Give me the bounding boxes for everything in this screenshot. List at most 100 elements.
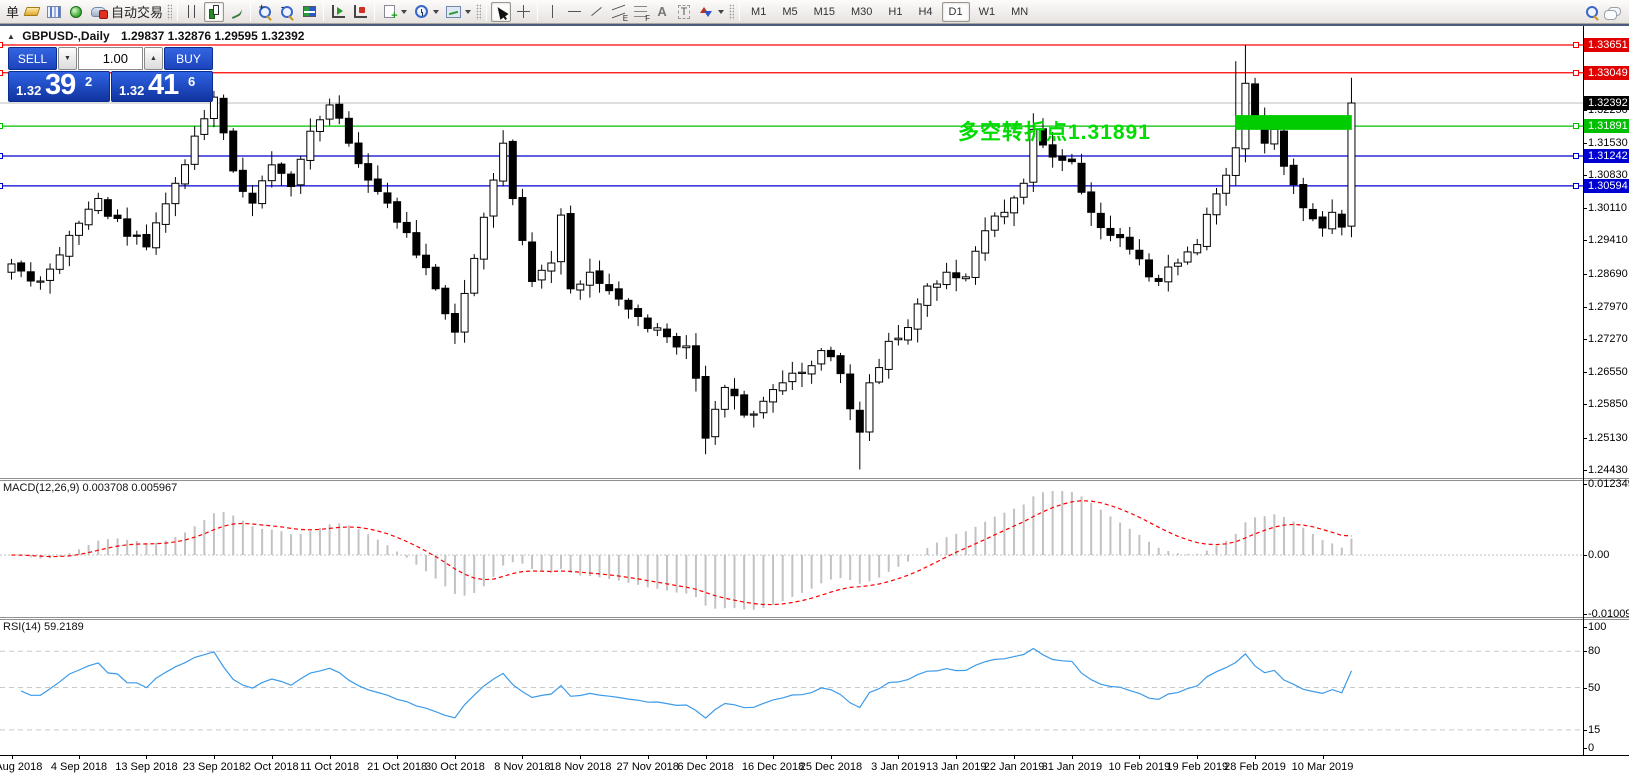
toolbar-grip[interactable] — [729, 3, 735, 20]
x-axis-date-label[interactable]: 13 Sep 2018 — [115, 761, 178, 773]
line-handle[interactable] — [0, 123, 3, 130]
zoom-out-icon[interactable]: - — [277, 2, 297, 22]
chart-window-icon[interactable] — [44, 2, 64, 22]
x-axis-date-label[interactable]: 3 Jan 2019 — [871, 761, 926, 773]
line-handle[interactable] — [0, 69, 3, 76]
collapse-triangle-icon[interactable]: ▲ — [7, 32, 15, 41]
x-axis-date-label[interactable]: 25 Dec 2018 — [799, 761, 863, 773]
tile-windows-icon[interactable] — [299, 2, 319, 22]
line-handle[interactable] — [1573, 182, 1579, 189]
x-axis-date-label[interactable]: 23 Sep 2018 — [182, 761, 246, 773]
toolbar-separator — [739, 2, 741, 21]
rsi-axis-label: 80 — [1588, 645, 1601, 658]
timeframe-m1[interactable]: M1 — [751, 5, 767, 18]
new-chart-icon[interactable] — [379, 2, 399, 22]
timeframe-m15[interactable]: M15 — [813, 5, 835, 18]
y-axis-label: 1.28690 — [1588, 267, 1628, 280]
x-axis-date-label[interactable]: 31 Jan 2019 — [1041, 761, 1103, 773]
autotrading-icon[interactable] — [88, 2, 108, 22]
line-handle[interactable] — [0, 153, 3, 159]
volume-down-button[interactable]: ▼ — [58, 47, 77, 70]
x-axis-date-label[interactable]: 8 Nov 2018 — [494, 761, 551, 773]
volume-input[interactable] — [78, 47, 143, 70]
bars-chart-icon[interactable] — [182, 2, 202, 22]
x-axis-date-label[interactable]: 10 Feb 2019 — [1108, 761, 1171, 773]
vline-icon[interactable] — [542, 2, 562, 22]
dropdown-arrow-icon[interactable] — [465, 9, 472, 14]
period-icon[interactable] — [411, 2, 431, 22]
x-axis-tick — [956, 755, 958, 759]
sell-button[interactable]: SELL — [8, 47, 57, 70]
channel-icon[interactable]: E — [608, 2, 628, 23]
x-axis-tick — [705, 755, 707, 759]
x-axis-date-label[interactable]: 30 Oct 2018 — [424, 761, 485, 773]
auto-scroll-icon[interactable] — [328, 2, 348, 22]
cursor-icon[interactable] — [491, 1, 512, 22]
dropdown-arrow-icon[interactable] — [401, 9, 408, 14]
fibonacci-icon[interactable]: F — [630, 2, 650, 23]
crosshair-icon[interactable] — [513, 2, 533, 22]
text-icon[interactable]: A — [657, 4, 667, 19]
price-level-flag: 1.33049 — [1584, 65, 1629, 80]
x-axis-date-label[interactable]: 19 Feb 2019 — [1166, 761, 1229, 773]
x-axis-date-label[interactable]: 4 Sep 2018 — [50, 761, 108, 773]
chart-shift-icon[interactable] — [350, 2, 370, 22]
timeframe-w1[interactable]: W1 — [978, 5, 996, 18]
x-axis-date-label[interactable]: 10 Mar 2019 — [1291, 761, 1354, 773]
sell-price-tile[interactable]: 1.32 39 2 — [8, 71, 110, 102]
y-axis-tick — [1583, 142, 1587, 144]
candles-chart-icon[interactable] — [204, 1, 225, 22]
new-order-label[interactable]: 单 — [6, 5, 20, 20]
toolbar-grip[interactable] — [167, 3, 173, 20]
timeframe-d1[interactable]: D1 — [941, 1, 970, 22]
line-chart-icon[interactable] — [226, 2, 246, 22]
line-handle[interactable] — [0, 182, 3, 189]
x-axis-tick — [454, 755, 456, 759]
toolbar-separator — [177, 2, 179, 21]
x-axis-date-label[interactable]: 22 Jan 2019 — [983, 761, 1045, 773]
sell-price-big: 39 — [45, 71, 76, 101]
x-axis-date-label[interactable]: 6 Dec 2018 — [677, 761, 734, 773]
line-handle[interactable] — [1573, 69, 1579, 76]
arrows-icon[interactable] — [696, 2, 716, 22]
timeframe-h4[interactable]: H4 — [918, 5, 933, 18]
buy-price-tile[interactable]: 1.32 41 6 — [111, 71, 213, 102]
line-handle[interactable] — [1573, 42, 1579, 48]
gold-icon[interactable] — [22, 2, 42, 22]
signal-icon[interactable] — [66, 2, 86, 22]
toolbar-grip[interactable] — [476, 3, 482, 20]
x-axis-tick — [271, 755, 273, 759]
timeframe-m30[interactable]: M30 — [851, 5, 873, 18]
x-axis-date-label[interactable]: 28 Feb 2019 — [1224, 761, 1286, 773]
x-axis-date-label[interactable]: 11 Oct 2018 — [300, 761, 360, 773]
zoom-in-icon[interactable]: + — [255, 2, 275, 22]
chat-icon[interactable] — [1603, 2, 1624, 22]
chart-canvas[interactable] — [0, 26, 1629, 774]
x-axis-date-label[interactable]: 21 Oct 2018 — [367, 761, 428, 773]
volume-up-button[interactable]: ▲ — [144, 47, 163, 70]
dropdown-arrow-icon[interactable] — [433, 9, 440, 14]
label-icon[interactable]: T — [674, 2, 694, 22]
trendline-icon[interactable] — [586, 2, 606, 22]
x-axis-date-label[interactable]: 2 Oct 2018 — [244, 761, 299, 773]
x-axis-date-label[interactable]: 13 Jan 2019 — [925, 761, 987, 773]
y-axis-tick — [1583, 404, 1587, 406]
timeframe-m5[interactable]: M5 — [782, 5, 798, 18]
hline-icon[interactable] — [564, 2, 584, 22]
supply-zone-box[interactable] — [1235, 115, 1352, 130]
x-axis-date-label[interactable]: 18 Nov 2018 — [549, 761, 612, 773]
line-handle[interactable] — [0, 42, 3, 48]
x-axis-date-label[interactable]: 27 Nov 2018 — [616, 761, 679, 773]
search-icon[interactable] — [1582, 2, 1602, 22]
turning-point-annotation[interactable]: 多空转折点1.31891 — [958, 121, 1151, 144]
timeframe-mn[interactable]: MN — [1011, 5, 1029, 18]
x-axis-date-label[interactable]: 16 Dec 2018 — [741, 761, 805, 773]
line-handle[interactable] — [1573, 123, 1579, 130]
dropdown-arrow-icon[interactable] — [718, 9, 725, 14]
template-icon[interactable] — [443, 2, 463, 22]
autotrading-label[interactable]: 自动交易 — [111, 5, 164, 20]
timeframe-h1[interactable]: H1 — [888, 5, 903, 18]
buy-button[interactable]: BUY — [164, 47, 213, 70]
x-axis-date-label[interactable]: 26 Aug 2018 — [0, 761, 43, 773]
line-handle[interactable] — [1573, 153, 1579, 159]
